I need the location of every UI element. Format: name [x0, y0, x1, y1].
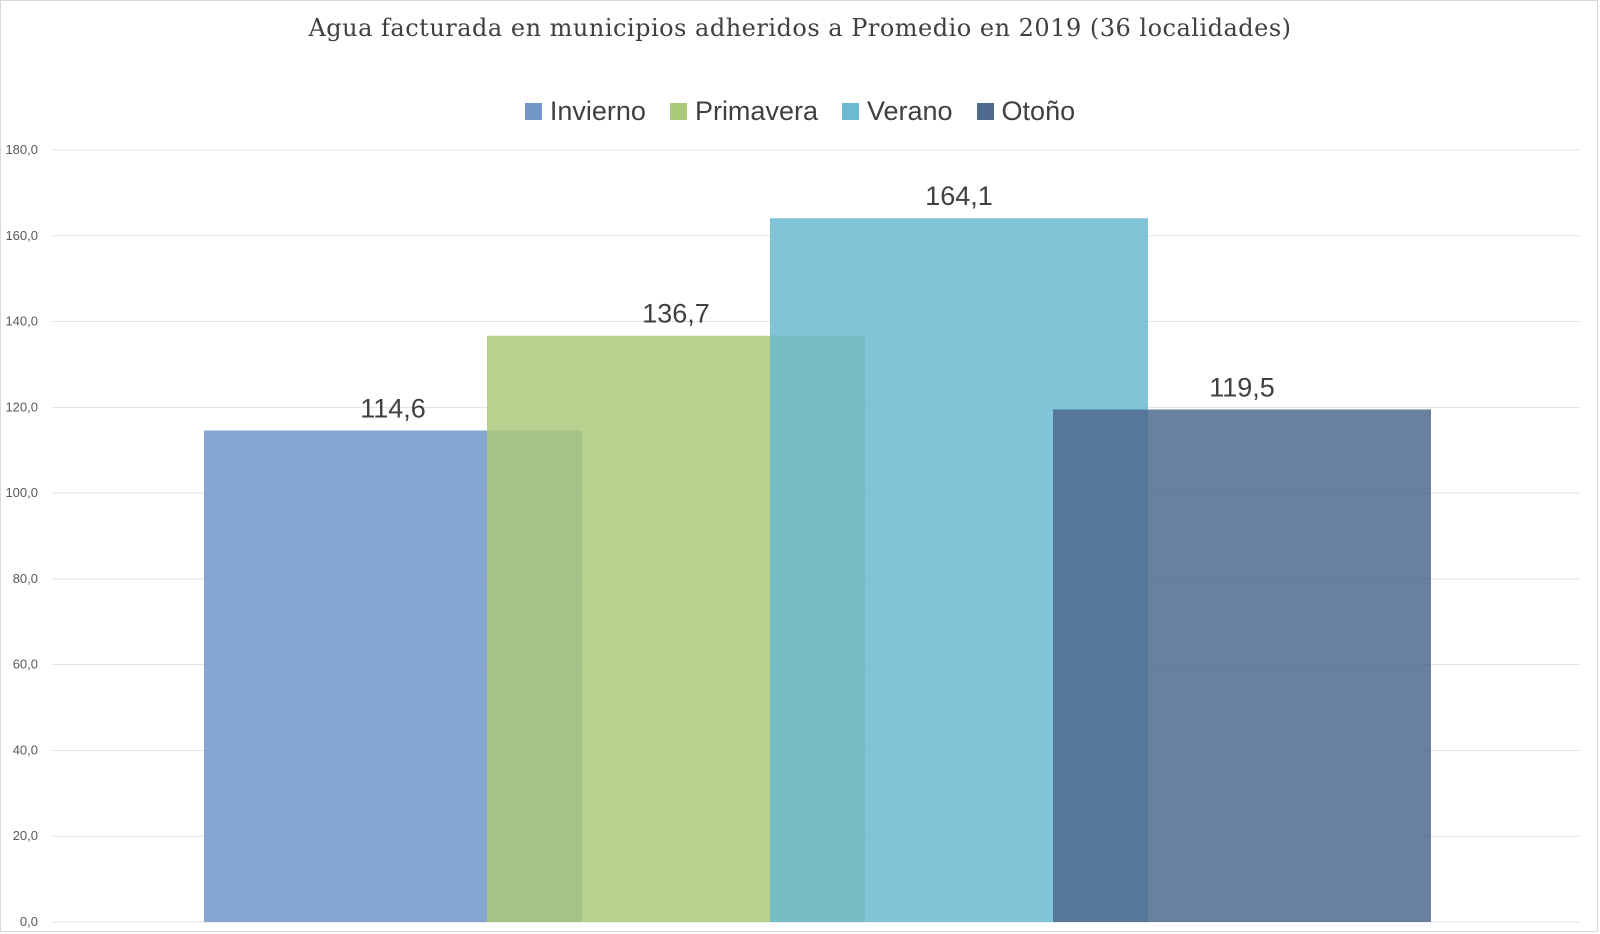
legend-item-otono: Otoño: [976, 96, 1076, 127]
legend-swatch-invierno: [524, 103, 542, 120]
y-tick-label: 0,0: [20, 914, 38, 929]
legend-item-invierno: Invierno: [524, 96, 646, 127]
bar-otono: [1053, 409, 1431, 922]
legend-item-verano: Verano: [841, 96, 953, 127]
y-tick-label: 120,0: [5, 399, 38, 414]
y-tick-label: 180,0: [5, 142, 38, 157]
legend-item-primavera: Primavera: [669, 96, 818, 127]
y-tick-label: 20,0: [13, 828, 38, 843]
chart-title: Agua facturada en municipios adheridos a…: [308, 14, 1292, 42]
legend-label-invierno: Invierno: [549, 96, 646, 126]
legend-label-otono: Otoño: [1001, 96, 1076, 126]
legend-swatch-otono: [976, 103, 994, 120]
y-tick-label: 80,0: [13, 571, 38, 586]
y-tick-label: 60,0: [13, 657, 38, 672]
data-label-otono: 119,5: [1209, 372, 1275, 402]
y-tick-label: 100,0: [5, 485, 38, 500]
data-label-verano: 164,1: [925, 181, 993, 211]
y-tick-label: 160,0: [5, 228, 38, 243]
data-label-primavera: 136,7: [642, 299, 710, 329]
y-tick-label: 40,0: [13, 742, 38, 757]
legend-label-primavera: Primavera: [694, 96, 818, 126]
data-label-invierno: 114,6: [360, 393, 426, 423]
chart-legend: Invierno Primavera Verano Otoño: [0, 96, 1600, 127]
legend-label-verano: Verano: [866, 96, 953, 126]
legend-swatch-primavera: [669, 103, 687, 120]
legend-swatch-verano: [841, 103, 859, 120]
y-tick-label: 140,0: [5, 314, 38, 329]
